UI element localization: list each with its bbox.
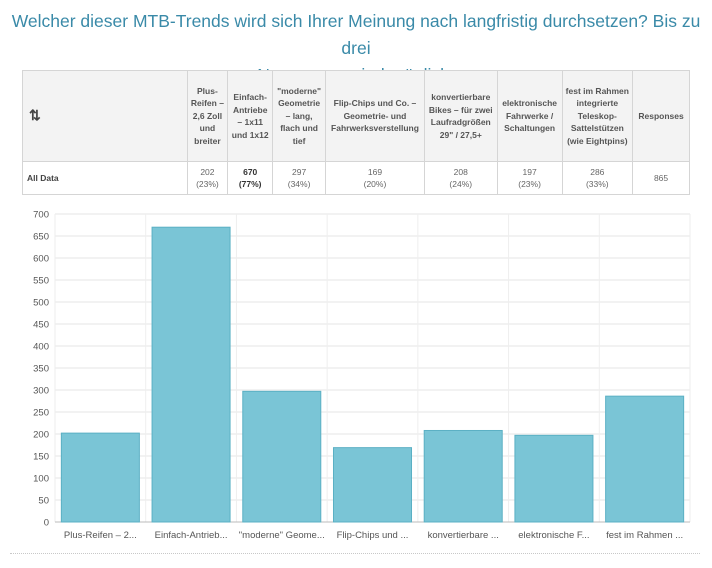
cell-count: 169 xyxy=(367,167,383,177)
bar-7[interactable] xyxy=(605,395,685,523)
bar-5[interactable] xyxy=(423,429,503,523)
corner-cell[interactable]: ⇅ xyxy=(22,70,188,162)
bar-4[interactable] xyxy=(332,447,413,523)
table-cell: 202 (23%) xyxy=(186,161,229,195)
column-header: Flip-Chips und Co. – Geometrie- und Fahr… xyxy=(325,70,425,162)
x-tick-label: elektronische F... xyxy=(518,530,589,541)
table-cell: 208 (24%) xyxy=(423,161,498,195)
x-tick-label: "moderne" Geome... xyxy=(239,530,325,541)
column-header: konvertierbare Bikes – für zwei Laufradg… xyxy=(423,70,498,162)
y-tick-label: 650 xyxy=(33,232,49,243)
cell-count: 197 xyxy=(522,167,537,177)
y-tick-label: 150 xyxy=(33,452,49,463)
x-tick-label: konvertierbare ... xyxy=(428,530,499,541)
y-tick-label: 550 xyxy=(33,276,49,287)
swap-arrows-icon[interactable]: ⇅ xyxy=(29,106,41,123)
x-tick-label: Flip-Chips und ... xyxy=(337,530,409,541)
y-tick-label: 250 xyxy=(33,408,49,419)
y-tick-label: 0 xyxy=(44,518,49,529)
bar-1[interactable] xyxy=(60,432,140,523)
y-tick-label: 600 xyxy=(33,254,49,265)
y-tick-label: 400 xyxy=(33,342,49,353)
column-header: elektronische Fahrwerke / Schaltungen xyxy=(496,70,563,162)
y-tick-label: 350 xyxy=(33,364,49,375)
bar-3[interactable] xyxy=(242,390,322,523)
y-tick-label: 500 xyxy=(33,298,49,309)
cell-percent: (24%) xyxy=(449,179,473,189)
y-tick-label: 450 xyxy=(33,320,49,331)
crosstab-table: ⇅ Plus-Reifen – 2,6 Zoll und breiter Ein… xyxy=(22,70,690,195)
y-tick-label: 200 xyxy=(33,430,49,441)
cell-count: 208 xyxy=(453,167,468,177)
divider xyxy=(10,553,700,554)
table-cell: 297 (34%) xyxy=(272,161,327,195)
column-header: Responses xyxy=(632,70,690,162)
row-label: All Data xyxy=(22,161,188,195)
y-tick-label: 300 xyxy=(33,386,49,397)
cell-percent: (33%) xyxy=(585,179,609,189)
column-header: Einfach-Antriebe – 1x11 und 1x12 xyxy=(227,70,274,162)
x-tick-label: Plus-Reifen – 2... xyxy=(64,530,137,541)
y-tick-label: 700 xyxy=(33,210,49,221)
cell-percent: (23%) xyxy=(196,179,219,189)
cell-count: 286 xyxy=(590,167,605,177)
cell-count: 202 xyxy=(200,167,215,177)
table-cell-responses: 865 xyxy=(632,161,690,195)
x-tick-label: fest im Rahmen ... xyxy=(606,530,683,541)
cell-count: 670 xyxy=(243,167,258,177)
table-cell: 670 (77%) xyxy=(227,161,274,195)
cell-percent: (23%) xyxy=(518,179,541,189)
bar-chart: 0 50 100 150 200 250 300 350 400 450 500 550 600 650 7… xyxy=(33,210,691,541)
cell-count: 297 xyxy=(291,167,307,177)
title-line-1: Welcher dieser MTB-Trends wird sich Ihre… xyxy=(11,11,701,58)
column-header: fest im Rahmen integrierte Teleskop-Satt… xyxy=(561,70,634,162)
table-cell: 197 (23%) xyxy=(496,161,563,195)
table-header-row: ⇅ Plus-Reifen – 2,6 Zoll und breiter Ein… xyxy=(22,70,690,162)
table-row: All Data 202 (23%) 670 (77%) 297 (34%) 169 (… xyxy=(22,161,690,195)
table-cell: 169 (20%) xyxy=(325,161,425,195)
bar-6[interactable] xyxy=(514,434,594,523)
cell-percent: (34%) xyxy=(287,179,311,189)
y-tick-label: 50 xyxy=(38,496,49,507)
x-tick-label: Einfach-Antrieb... xyxy=(155,530,228,541)
cell-percent: (77%) xyxy=(238,179,262,189)
column-header: Plus-Reifen – 2,6 Zoll und breiter xyxy=(186,70,229,162)
cell-percent: (20%) xyxy=(363,179,387,189)
column-header: "moderne" Geometrie – lang, flach und ti… xyxy=(272,70,327,162)
table-cell: 286 (33%) xyxy=(561,161,634,195)
cell-count: 865 xyxy=(653,173,669,183)
bar-2[interactable] xyxy=(151,226,231,523)
y-tick-label: 100 xyxy=(33,474,49,485)
